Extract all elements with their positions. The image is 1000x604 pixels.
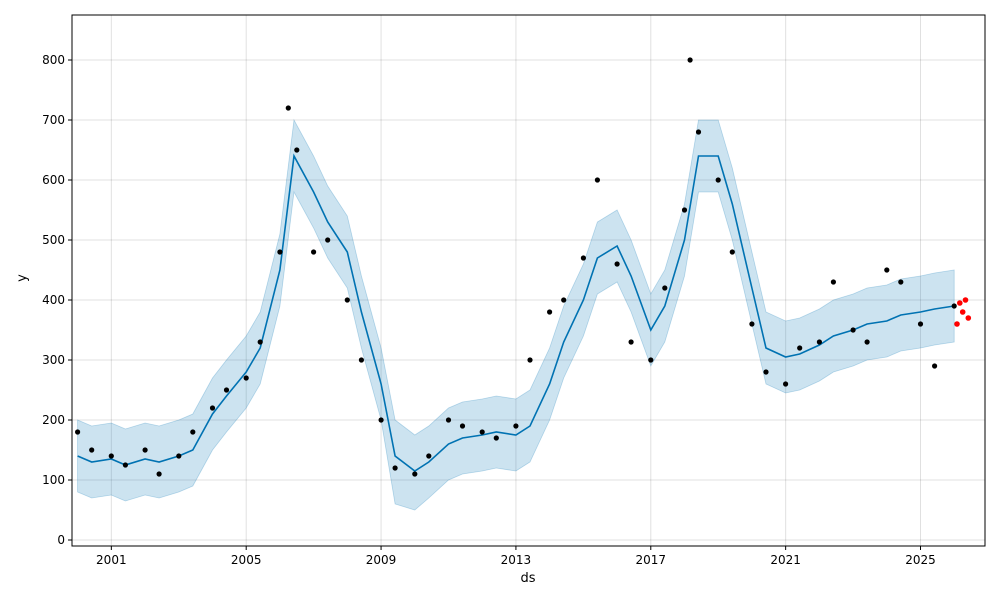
observed-point bbox=[392, 465, 398, 471]
observed-point bbox=[648, 357, 654, 363]
observed-point bbox=[285, 105, 291, 111]
test-point bbox=[965, 315, 972, 321]
observed-point bbox=[898, 279, 904, 285]
observed-point bbox=[662, 285, 668, 291]
test-points-layer bbox=[954, 297, 972, 327]
observed-point bbox=[89, 447, 95, 453]
observed-point bbox=[459, 423, 466, 429]
observed-point bbox=[850, 327, 856, 333]
y-tick-label: 600 bbox=[42, 173, 65, 187]
y-tick-label: 400 bbox=[42, 293, 65, 307]
observed-point bbox=[763, 369, 769, 375]
observed-point bbox=[687, 57, 693, 63]
observed-points-layer bbox=[75, 57, 957, 477]
observed-point bbox=[547, 309, 553, 315]
x-tick-label: 2009 bbox=[366, 553, 397, 567]
observed-point bbox=[951, 303, 957, 309]
y-tick-label: 500 bbox=[42, 233, 65, 247]
observed-point bbox=[190, 429, 196, 435]
y-tick-label: 200 bbox=[42, 413, 65, 427]
observed-point bbox=[628, 339, 634, 345]
y-axis: 0 100 200 300 400 500 600 700 800 bbox=[42, 53, 72, 547]
observed-point bbox=[513, 423, 519, 429]
observed-point bbox=[729, 249, 735, 255]
observed-point bbox=[830, 279, 837, 285]
y-axis-label: y bbox=[15, 274, 30, 282]
observed-point bbox=[108, 453, 114, 459]
observed-point bbox=[884, 267, 890, 273]
observed-point bbox=[176, 453, 182, 459]
observed-point bbox=[378, 417, 384, 423]
test-point bbox=[962, 297, 969, 303]
observed-point bbox=[257, 339, 263, 345]
observed-point bbox=[156, 471, 162, 477]
observed-point bbox=[527, 357, 533, 363]
observed-point bbox=[695, 129, 702, 135]
y-tick-label: 700 bbox=[42, 113, 65, 127]
observed-point bbox=[681, 207, 688, 213]
test-point bbox=[959, 309, 966, 315]
test-point bbox=[957, 300, 963, 306]
observed-point bbox=[325, 237, 331, 243]
observed-point bbox=[277, 249, 283, 255]
observed-point bbox=[479, 429, 485, 435]
observed-point bbox=[122, 462, 128, 468]
observed-point bbox=[493, 435, 499, 441]
observed-point bbox=[311, 249, 317, 255]
observed-point bbox=[75, 429, 81, 435]
observed-point bbox=[580, 255, 587, 261]
x-tick-label: 2017 bbox=[636, 553, 667, 567]
x-tick-label: 2001 bbox=[96, 553, 127, 567]
y-tick-label: 0 bbox=[57, 533, 65, 547]
y-tick-label: 300 bbox=[42, 353, 65, 367]
observed-point bbox=[243, 375, 249, 381]
test-point bbox=[954, 321, 960, 327]
observed-point bbox=[344, 297, 350, 303]
observed-point bbox=[358, 357, 364, 363]
observed-point bbox=[932, 363, 938, 369]
observed-point bbox=[142, 447, 148, 453]
x-tick-label: 2005 bbox=[231, 553, 262, 567]
observed-point bbox=[797, 345, 803, 351]
x-axis: 2001 2005 2009 2013 2017 2021 2025 bbox=[96, 546, 936, 567]
x-tick-label: 2013 bbox=[501, 553, 532, 567]
observed-point bbox=[715, 177, 721, 183]
y-tick-label: 800 bbox=[42, 53, 65, 67]
observed-point bbox=[209, 405, 216, 411]
observed-point bbox=[783, 381, 789, 387]
x-axis-label: ds bbox=[520, 571, 535, 586]
observed-point bbox=[445, 417, 452, 423]
forecast-line-layer bbox=[77, 153, 955, 472]
observed-point bbox=[594, 177, 601, 183]
observed-point bbox=[614, 261, 620, 267]
observed-point bbox=[412, 471, 418, 477]
y-tick-label: 100 bbox=[42, 473, 65, 487]
x-tick-label: 2025 bbox=[905, 553, 936, 567]
observed-point bbox=[864, 339, 870, 345]
plot-frame bbox=[71, 14, 986, 547]
observed-point bbox=[561, 297, 567, 303]
observed-point bbox=[223, 387, 230, 393]
forecast-line bbox=[77, 153, 955, 472]
observed-point bbox=[294, 147, 300, 153]
observed-point bbox=[816, 339, 823, 345]
x-tick-label: 2021 bbox=[770, 553, 801, 567]
observed-point bbox=[426, 453, 432, 459]
observed-point bbox=[749, 321, 755, 327]
observed-point bbox=[917, 321, 924, 327]
